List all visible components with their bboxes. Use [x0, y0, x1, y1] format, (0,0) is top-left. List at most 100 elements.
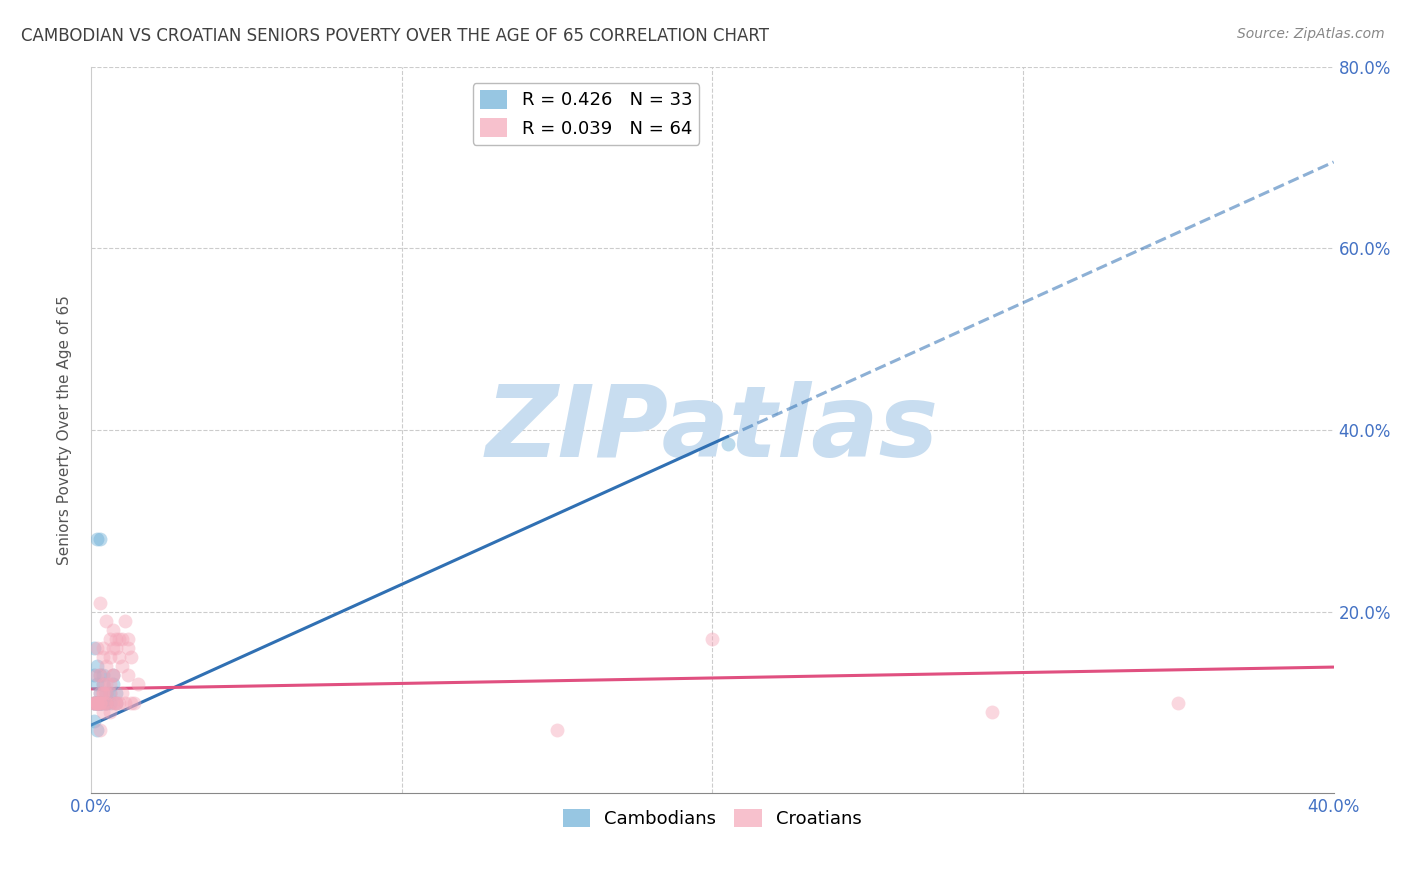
Point [83, 696, 105, 710]
Point [117, 632, 139, 646]
Point [101, 668, 124, 682]
Point [83, 640, 105, 655]
Point [86, 723, 108, 737]
Point [96, 614, 118, 628]
Text: ZIPatlas: ZIPatlas [485, 382, 939, 478]
Point [717, 436, 740, 450]
Point [1167, 696, 1189, 710]
Point [93, 686, 115, 700]
Point [83, 668, 105, 682]
Point [98, 696, 121, 710]
Point [86, 532, 108, 546]
Point [86, 696, 108, 710]
Point [89, 532, 111, 546]
Point [101, 696, 124, 710]
Text: Source: ZipAtlas.com: Source: ZipAtlas.com [1237, 27, 1385, 41]
Point [93, 677, 115, 691]
Point [86, 696, 108, 710]
Point [83, 714, 105, 728]
Point [86, 640, 108, 655]
Point [98, 686, 121, 700]
Point [93, 668, 115, 682]
Point [104, 632, 127, 646]
Point [86, 668, 108, 682]
Point [104, 686, 127, 700]
Point [120, 650, 142, 665]
Text: CAMBODIAN VS CROATIAN SENIORS POVERTY OVER THE AGE OF 65 CORRELATION CHART: CAMBODIAN VS CROATIAN SENIORS POVERTY OV… [21, 27, 769, 45]
Point [89, 696, 111, 710]
Point [86, 677, 108, 691]
Point [96, 696, 118, 710]
Point [108, 650, 131, 665]
Point [114, 614, 136, 628]
Point [111, 686, 134, 700]
Point [93, 640, 115, 655]
Point [93, 696, 115, 710]
Point [83, 696, 105, 710]
Point [86, 659, 108, 673]
Point [104, 640, 127, 655]
Point [86, 696, 108, 710]
Point [96, 659, 118, 673]
Point [124, 696, 146, 710]
Point [96, 677, 118, 691]
Point [104, 696, 127, 710]
Point [93, 696, 115, 710]
Point [86, 696, 108, 710]
Point [89, 686, 111, 700]
Point [104, 696, 127, 710]
Point [89, 696, 111, 710]
Point [96, 696, 118, 710]
Point [89, 696, 111, 710]
Point [96, 696, 118, 710]
Point [101, 668, 124, 682]
Point [93, 696, 115, 710]
Point [89, 668, 111, 682]
Point [111, 659, 134, 673]
Point [83, 696, 105, 710]
Point [93, 686, 115, 700]
Point [89, 696, 111, 710]
Point [104, 696, 127, 710]
Point [89, 696, 111, 710]
Point [83, 696, 105, 710]
Point [101, 677, 124, 691]
Point [101, 640, 124, 655]
Point [108, 696, 131, 710]
Point [111, 632, 134, 646]
Point [83, 696, 105, 710]
Point [89, 696, 111, 710]
Point [86, 696, 108, 710]
Point [96, 686, 118, 700]
Point [89, 686, 111, 700]
Point [98, 632, 121, 646]
Point [120, 696, 142, 710]
Point [117, 640, 139, 655]
Point [96, 686, 118, 700]
Point [89, 668, 111, 682]
Point [89, 723, 111, 737]
Point [98, 677, 121, 691]
Point [114, 696, 136, 710]
Legend: Cambodians, Croatians: Cambodians, Croatians [555, 801, 869, 835]
Point [127, 677, 149, 691]
Point [83, 696, 105, 710]
Point [93, 650, 115, 665]
Point [980, 705, 1002, 719]
Point [86, 696, 108, 710]
Point [98, 650, 121, 665]
Y-axis label: Seniors Poverty Over the Age of 65: Seniors Poverty Over the Age of 65 [58, 295, 72, 565]
Point [546, 723, 568, 737]
Point [101, 623, 124, 637]
Point [86, 696, 108, 710]
Point [702, 632, 724, 646]
Point [101, 668, 124, 682]
Point [98, 686, 121, 700]
Point [93, 677, 115, 691]
Point [86, 696, 108, 710]
Point [89, 696, 111, 710]
Point [108, 632, 131, 646]
Point [93, 705, 115, 719]
Point [98, 705, 121, 719]
Point [117, 668, 139, 682]
